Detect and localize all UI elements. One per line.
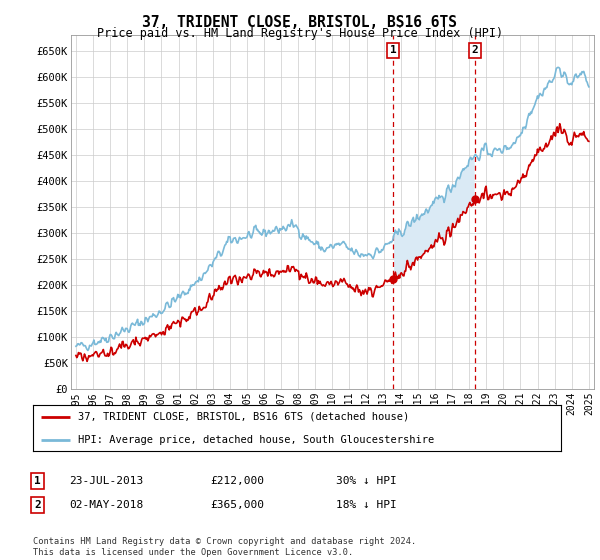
Text: 30% ↓ HPI: 30% ↓ HPI: [336, 476, 397, 486]
Text: £212,000: £212,000: [210, 476, 264, 486]
Text: £365,000: £365,000: [210, 500, 264, 510]
Text: 1: 1: [390, 45, 397, 55]
Text: 37, TRIDENT CLOSE, BRISTOL, BS16 6TS: 37, TRIDENT CLOSE, BRISTOL, BS16 6TS: [143, 15, 458, 30]
Text: 2: 2: [472, 45, 478, 55]
Text: 23-JUL-2013: 23-JUL-2013: [69, 476, 143, 486]
Text: 02-MAY-2018: 02-MAY-2018: [69, 500, 143, 510]
Text: 1: 1: [34, 476, 41, 486]
Text: HPI: Average price, detached house, South Gloucestershire: HPI: Average price, detached house, Sout…: [78, 435, 434, 445]
Text: Price paid vs. HM Land Registry's House Price Index (HPI): Price paid vs. HM Land Registry's House …: [97, 27, 503, 40]
Text: Contains HM Land Registry data © Crown copyright and database right 2024.
This d: Contains HM Land Registry data © Crown c…: [33, 537, 416, 557]
Text: 2: 2: [34, 500, 41, 510]
Text: 18% ↓ HPI: 18% ↓ HPI: [336, 500, 397, 510]
Text: 37, TRIDENT CLOSE, BRISTOL, BS16 6TS (detached house): 37, TRIDENT CLOSE, BRISTOL, BS16 6TS (de…: [78, 412, 409, 422]
